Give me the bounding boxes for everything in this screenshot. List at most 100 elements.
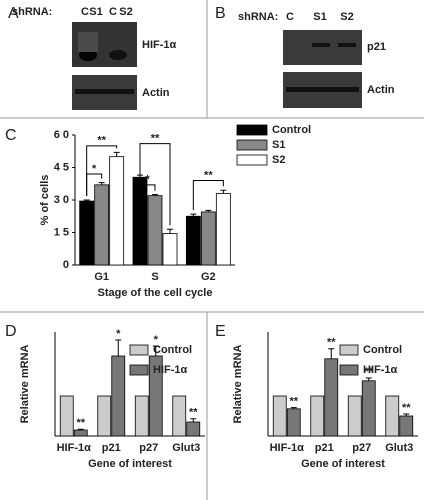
significance-label: ** (76, 417, 85, 429)
panel-letter: E (215, 323, 226, 340)
error-bar (403, 413, 410, 416)
x-axis-label: Gene of interest (88, 458, 172, 470)
error-bar (190, 418, 197, 422)
bar (109, 156, 125, 266)
error-bar (190, 213, 197, 217)
error-bar (152, 345, 159, 356)
legend-label: S2 (272, 154, 285, 166)
x-tick-label: HIF-1α (270, 442, 305, 454)
error-bar (205, 209, 212, 212)
blot-a (72, 22, 137, 110)
legend-label: Control (153, 344, 192, 356)
bar (286, 408, 301, 437)
significance-bracket (139, 171, 156, 191)
legend-label: HIF-1α (153, 364, 188, 376)
x-tick-label: p27 (352, 442, 371, 454)
significance-label: ** (189, 407, 198, 419)
smear (78, 32, 98, 52)
y-axis-label: Relative mRNA (19, 345, 31, 424)
blot-label: Actin (142, 87, 170, 99)
x-tick-label: HIF-1α (57, 442, 92, 454)
error-bar (328, 348, 335, 359)
panel-letter: C (5, 127, 17, 144)
error-bar (152, 194, 158, 196)
y-tick-label: 3 0 (54, 194, 69, 206)
lane-label: S2 (119, 6, 132, 18)
blot-label: Actin (367, 84, 395, 96)
error-bar (365, 377, 372, 381)
y-axis-label: % of cells (39, 175, 51, 226)
significance-bracket (86, 145, 118, 196)
significance-label: ** (327, 337, 336, 349)
legend-label: HIF-1α (363, 364, 398, 376)
bar (134, 395, 149, 437)
bar (94, 184, 110, 266)
error-bar (167, 228, 173, 234)
lane-label: S1 (89, 6, 102, 18)
legend-swatch (339, 344, 359, 356)
bar (272, 395, 287, 437)
significance-label: * (92, 163, 97, 175)
x-tick-label: G1 (94, 271, 109, 283)
significance-label: * (116, 328, 121, 340)
significance-label: ** (204, 169, 213, 181)
bar (73, 429, 88, 437)
legend-swatch (236, 124, 268, 136)
error-bar (115, 339, 122, 356)
significance-label: ** (364, 366, 373, 378)
lane-label: C (286, 11, 294, 23)
legend-label: S1 (272, 139, 285, 151)
bar (79, 200, 95, 266)
bar (132, 176, 148, 266)
bar (385, 395, 400, 437)
blot (283, 30, 362, 65)
bar (59, 395, 74, 437)
blot-label: HIF-1α (142, 39, 177, 51)
legend-label: Control (272, 124, 311, 136)
lane-label: S2 (340, 11, 353, 23)
lane-label: S1 (313, 11, 326, 23)
error-bar (83, 199, 90, 202)
significance-label: ** (289, 396, 298, 408)
band (338, 43, 356, 47)
significance-label: ** (97, 135, 106, 147)
panel-letter: D (5, 323, 17, 340)
y-tick-label: 4 5 (54, 161, 69, 173)
band (286, 87, 359, 92)
bar (162, 233, 178, 266)
x-tick-label: S (151, 271, 158, 283)
x-axis-label: Stage of the cell cycle (98, 287, 213, 299)
significance-label: ** (402, 402, 411, 414)
bar (324, 358, 339, 437)
error-bar (290, 407, 297, 409)
shrna-label: shRNA: (238, 11, 278, 23)
significance-label: ** (151, 133, 160, 145)
bar (361, 380, 376, 437)
y-tick-label: 0 (63, 259, 69, 271)
x-tick-label: p21 (102, 442, 121, 454)
x-tick-label: G2 (201, 271, 216, 283)
y-tick-label: 1 5 (54, 226, 69, 238)
significance-bracket (139, 143, 171, 226)
x-tick-label: p21 (315, 442, 334, 454)
error-bar (98, 182, 105, 185)
x-tick-label: Glut3 (172, 442, 200, 454)
lane-label: C (81, 6, 89, 18)
x-axis-label: Gene of interest (301, 458, 385, 470)
legend-swatch (236, 139, 268, 151)
y-tick-label: 6 0 (54, 129, 69, 141)
bar (185, 215, 201, 266)
x-tick-label: p27 (139, 442, 158, 454)
bar (399, 415, 414, 437)
bar (147, 195, 163, 266)
bar (172, 395, 187, 437)
error-bar (77, 428, 84, 430)
error-bar (113, 151, 120, 157)
shrna-label: shRNA: (12, 6, 52, 18)
bar (347, 395, 362, 437)
y-axis-label: Relative mRNA (232, 345, 244, 424)
legend-swatch (236, 154, 268, 166)
legend-swatch (129, 344, 149, 356)
bar (111, 355, 126, 437)
